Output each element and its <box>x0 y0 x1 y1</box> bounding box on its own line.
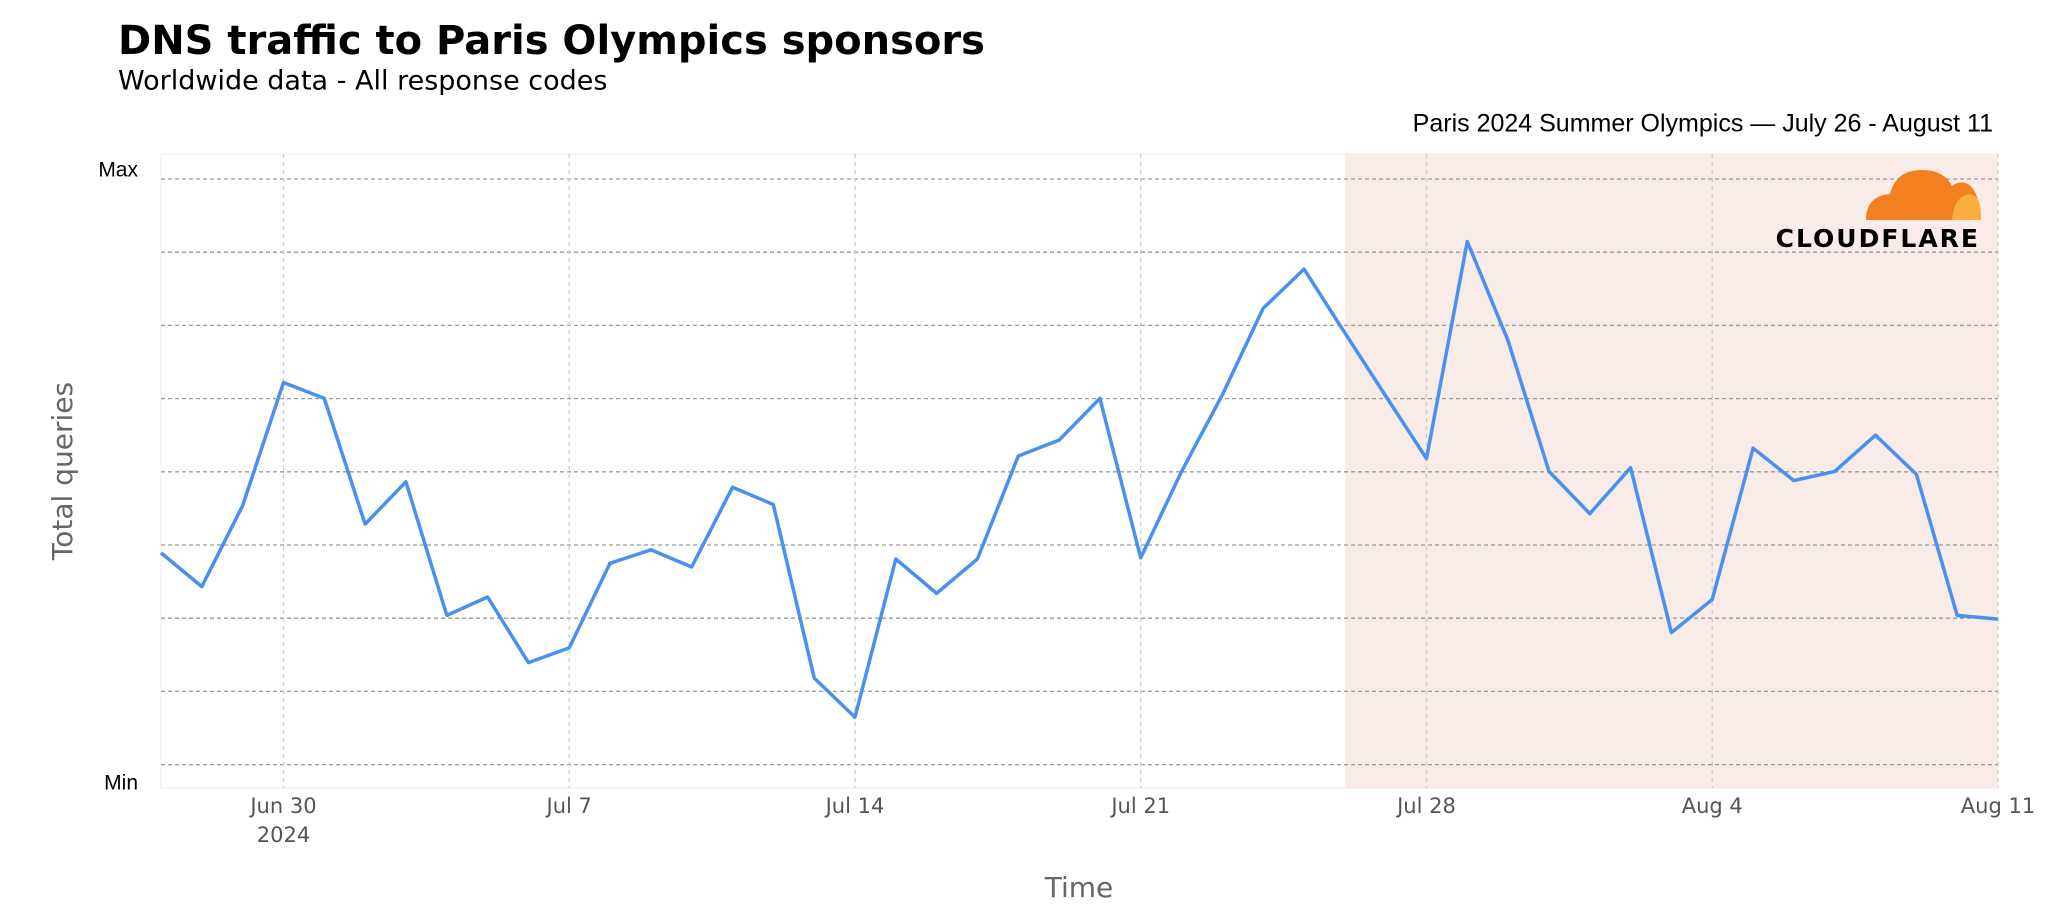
chart-subtitle: Worldwide data - All response codes <box>118 66 607 97</box>
y-tick-label: Min <box>104 772 138 795</box>
x-tick-label: Jul 21 <box>1109 794 1170 818</box>
chart-title: DNS traffic to Paris Olympics sponsors <box>118 18 985 64</box>
x-tick-label: Jul 28 <box>1395 794 1456 818</box>
x-tick-label: Jun 30 <box>248 794 316 818</box>
data-line <box>159 239 1999 719</box>
x-year-label: 2024 <box>257 823 310 847</box>
plot-area: Min Max Jun 30 2024 Jul 7 Jul 14 Jul 21 Jul 28 A… <box>98 153 2035 847</box>
logo-cloud-small <box>1952 194 1982 220</box>
y-tick-label: Max <box>98 159 138 182</box>
logo-text: CLOUDFLARE <box>1776 224 1980 253</box>
logo-cloud <box>1866 170 1980 220</box>
highlight-band <box>1344 154 1998 788</box>
y-axis-title: Total queries <box>46 382 79 561</box>
x-tick-label: Jul 7 <box>545 794 592 818</box>
x-tick-label: Aug 4 <box>1682 794 1743 818</box>
x-axis-title: Time <box>1044 871 1114 904</box>
x-tick-label: Jul 14 <box>824 794 885 818</box>
x-tick-label: Aug 11 <box>1961 794 2035 818</box>
logo: CLOUDFLARE <box>1776 170 1982 253</box>
highlight-label: Paris 2024 Summer Olympics — July 26 - A… <box>1413 110 1993 138</box>
